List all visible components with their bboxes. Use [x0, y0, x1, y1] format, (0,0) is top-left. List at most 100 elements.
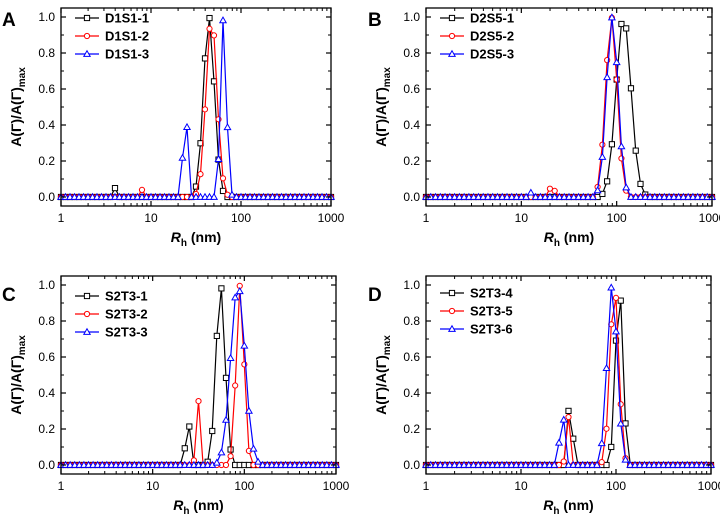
- panel-d-series-3-point-8: [459, 460, 469, 468]
- panel-a-label: A: [2, 10, 16, 31]
- panel-d-series-3-point-47: [645, 460, 654, 468]
- panel-d-legend-item-1: S2T3-4: [440, 286, 513, 301]
- panel-b-series-3-point-5: [445, 192, 454, 200]
- panel-a-series-1: [57, 14, 335, 201]
- panel-c-ytick-label-1: 0.2: [38, 422, 55, 436]
- panel-a-ytick-label-5: 1.0: [38, 10, 55, 24]
- panel-d-legend-label-1: S2T3-4: [470, 286, 513, 301]
- panel-c-xlabel-sub: h: [183, 506, 189, 517]
- panel-c-ytick-label-4: 0.8: [38, 314, 55, 328]
- panel-b-series-3-point-29: [560, 192, 569, 200]
- panel-c-series-3-point-48: [276, 460, 286, 468]
- panel-a-series-1-point-12: [111, 184, 119, 192]
- panel-a-series-3-point-28: [182, 122, 192, 131]
- panel-a-series-2-point-34: [210, 32, 218, 39]
- panel-a-series-3-point-37: [223, 123, 232, 131]
- panel-c-series-3-point-12: [111, 460, 121, 468]
- panel-b-xtick-label-0: 1: [423, 211, 430, 225]
- panel-b-legend-label-3: D2S5-3: [470, 47, 514, 62]
- panel-b-series-3-point-56: [688, 192, 697, 200]
- panel-a-series-3-point-34: [209, 192, 219, 200]
- panel-d-series-1-point-38: [603, 461, 610, 469]
- panel-a-ylabel-main: A(Γ)/A(Γ): [8, 87, 24, 147]
- panel-c-series-2-point-37: [227, 453, 234, 460]
- panel-c-series-3-point-51: [290, 460, 299, 468]
- panel-b-xlabel-sub: h: [554, 238, 560, 249]
- panel-d-series-3-point-20: [516, 460, 526, 468]
- panel-a-legend-label-1: D1S1-1: [105, 11, 149, 26]
- panel-d-series-3-point-33: [578, 460, 587, 468]
- panel-c-series-3-point-14: [121, 460, 130, 468]
- panel-d-series-3-point-56: [687, 460, 697, 468]
- panel-b-series-3-point-35: [588, 192, 597, 200]
- panel-c-series-3-point-23: [162, 460, 171, 468]
- panel-b-series-3-point-24: [536, 192, 545, 200]
- panel-d-series-3-point-29: [559, 415, 568, 423]
- panel-b-series-2-point-37: [599, 141, 606, 148]
- panel-a-ylabel-sub: max: [17, 67, 28, 87]
- panel-a-series-1-point-32: [201, 55, 209, 62]
- panel-b-legend-item-2: D2S5-2: [440, 29, 514, 44]
- panel-d-series-3-point-35: [588, 460, 597, 468]
- panel-b-series-3-point-53: [674, 192, 683, 200]
- panel-b-series-3-point-45: [636, 192, 645, 200]
- panel-a-ytick-label-2: 0.4: [38, 118, 55, 132]
- panel-b: B 1 10 100 1000 0.0 0.2 0.4 0.6 0.8 1.0 Rh (nm) A(Γ)…: [368, 7, 720, 249]
- panel-b-series-3-point-37: [598, 152, 607, 160]
- panel-c-series-3-point-36: [221, 415, 231, 423]
- panel-b-series-3-point-44: [631, 192, 640, 200]
- panel-c-series-3-point-7: [89, 460, 98, 468]
- panel-a-xtick-label-2: 100: [231, 211, 251, 225]
- panel-a-xtick-label-3: 1000: [318, 211, 345, 225]
- panel-a-legend-item-1: D1S1-1: [75, 11, 149, 26]
- panel-b-series-3-point-42: [622, 183, 631, 191]
- panel-b-series-3-point-48: [650, 192, 659, 200]
- panel-d-series-3-point-2: [431, 460, 440, 468]
- panel-a-series-1-line: [61, 18, 331, 198]
- panel-b-series-3-point-17: [502, 192, 512, 200]
- panel-c-series-1-line: [61, 288, 336, 466]
- panel-b-xtick-label-2: 100: [607, 211, 627, 225]
- panel-d-series-3-point-11: [474, 460, 483, 468]
- panel-a-series-2-point-33: [206, 25, 213, 32]
- panel-c-series-3-point-3: [70, 460, 79, 468]
- panel-b-series-3-point-23: [531, 192, 540, 200]
- panel-a-xlabel-sub: h: [181, 238, 187, 249]
- panel-c-legend-item-2: S2T3-2: [75, 307, 148, 322]
- panel-b-series-3-point-57: [693, 192, 702, 200]
- panel-c-series-3-point-43: [254, 457, 263, 465]
- panel-d-series-3-point-15: [493, 460, 502, 468]
- panel-b-series-3-point-54: [679, 192, 688, 200]
- panel-b-series-1-line: [426, 22, 712, 198]
- panel-b-ylabel-main: A(Γ)/A(Γ): [373, 87, 389, 147]
- panel-b-series-3-point-18: [507, 192, 516, 200]
- panel-c: C 1 10 100 1000 0.0 0.2 0.4 0.6 0.8 1.0 Rh (nm) A(Γ)…: [2, 275, 350, 517]
- panel-a-ylabel: A(Γ)/A(Γ)max: [8, 67, 28, 147]
- panel-a-xtick-label-1: 10: [144, 211, 158, 225]
- panel-b-ylabel: A(Γ)/A(Γ)max: [373, 67, 393, 147]
- panel-d-series-1-point-39: [608, 443, 615, 451]
- panel-b-series-3-point-2: [431, 192, 440, 200]
- panel-a-legend-marker-3: [82, 49, 92, 57]
- panel-b-series-3-point-8: [460, 192, 469, 200]
- panel-c-series-1-point-34: [213, 332, 220, 340]
- panel-c-series-3-point-45: [263, 460, 272, 468]
- panel-b-series-3-point-51: [665, 192, 674, 200]
- panel-c-series-1-point-28: [186, 423, 193, 430]
- panel-c-series-3-point-31: [199, 460, 208, 468]
- panel-c-series-3-point-5: [79, 460, 88, 468]
- panel-b-xtick-label-1: 10: [515, 211, 529, 225]
- panel-b-ytick-label-5: 1.0: [403, 10, 420, 24]
- panel-d-series-3-point-55: [683, 460, 692, 468]
- panel-c-xtick-label-3: 1000: [323, 479, 350, 493]
- panel-c-series-1-point-27: [181, 445, 188, 452]
- panel-c-xlabel-unit: (nm): [190, 497, 224, 513]
- panel-a-series-3-point-26: [173, 192, 183, 200]
- panel-c-series-3-point-52: [295, 460, 304, 468]
- panel-b-legend-item-1: D2S5-1: [440, 11, 514, 26]
- panel-b-series-3-point-47: [645, 192, 655, 200]
- panel-b-legend-marker-3: [447, 49, 457, 57]
- panel-d-series-3-point-28: [554, 438, 564, 446]
- panel-c-xtick-label-0: 1: [58, 479, 65, 493]
- panel-d-ylabel-sub: max: [382, 335, 393, 355]
